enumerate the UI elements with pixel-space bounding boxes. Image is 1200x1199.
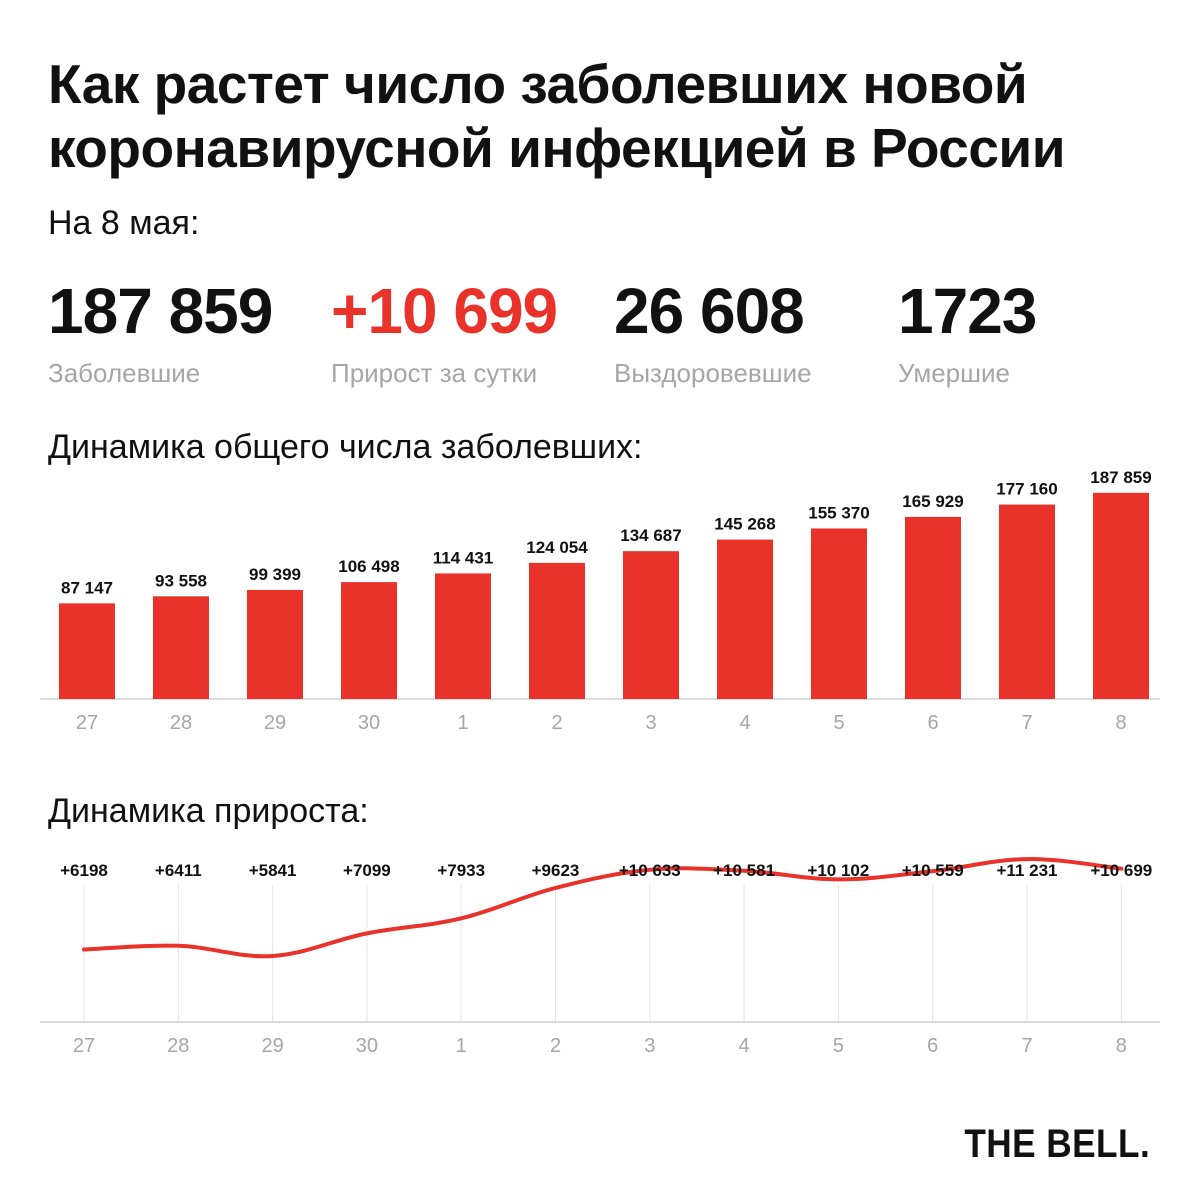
bar-value-label: 124 054 [526,538,588,557]
bar-chart-title: Динамика общего числа заболевших: [48,428,643,466]
point-value-label: +10 633 [619,861,681,880]
x-tick-label: 27 [73,1035,95,1057]
increase-line [82,857,1124,959]
bar-value-label: 155 370 [808,503,869,522]
stat-daily-increase-label: Прирост за сутки [331,358,538,388]
x-tick-label: 28 [167,1035,189,1057]
stat-daily-increase: +10 699 Прирост за сутки [331,275,558,388]
bar [529,562,585,699]
x-tick-label: 3 [645,712,656,734]
x-tick-label: 6 [927,1035,938,1057]
x-tick-label: 27 [76,712,98,734]
point-value-label: +6198 [60,861,108,880]
bar-value-label: 134 687 [620,526,681,545]
point-value-label: +10 581 [713,861,775,880]
x-tick-label: 1 [457,712,468,734]
point-value-label: +10 102 [807,861,869,880]
stat-cases-label: Заболевшие [48,358,201,388]
point-value-label: +7933 [437,861,485,880]
x-tick-label: 28 [170,712,192,734]
stat-deaths-label: Умершие [898,358,1010,388]
x-tick-label: 5 [833,712,844,734]
bar-value-label: 145 268 [714,515,775,534]
bar [999,504,1055,699]
bar-value-label: 87 147 [61,578,113,597]
point-value-label: +7099 [343,861,391,880]
bar [435,573,491,699]
stat-recovered-label: Выздоровевшие [614,358,812,388]
daily-increase-line-chart: +619827+641128+584129+709930+79331+96232… [40,857,1160,1057]
x-tick-label: 8 [1115,712,1126,734]
bar-value-label: 106 498 [338,557,399,576]
stat-cases-value: 187 859 [48,275,273,347]
stat-deaths: 1723 Умершие [898,275,1037,388]
bar [623,551,679,699]
bar [341,582,397,699]
bar-value-label: 114 431 [433,548,494,567]
point-value-label: +10 699 [1090,861,1152,880]
x-tick-label: 4 [739,1035,750,1057]
x-tick-label: 2 [551,712,562,734]
stat-recovered-value: 26 608 [614,275,805,347]
bar-value-label: 177 160 [996,480,1057,499]
x-tick-label: 8 [1116,1035,1127,1057]
x-tick-label: 7 [1021,712,1032,734]
x-tick-label: 6 [927,712,938,734]
point-value-label: +5841 [249,861,297,880]
bar-value-label: 99 399 [249,565,301,584]
x-tick-label: 30 [356,1035,378,1057]
bar [153,596,209,699]
x-tick-label: 5 [833,1035,844,1057]
stat-recovered: 26 608 Выздоровевшие [614,276,812,388]
x-tick-label: 1 [456,1035,467,1057]
stat-daily-increase-value: +10 699 [331,275,558,347]
stat-deaths-value: 1723 [898,275,1037,347]
stat-cases: 187 859 Заболевшие [48,275,273,388]
x-tick-label: 3 [644,1035,655,1057]
bar [1093,492,1149,699]
point-value-label: +10 559 [902,861,964,880]
bar [247,589,303,699]
x-tick-label: 2 [550,1035,561,1057]
point-value-label: +9623 [532,861,580,880]
bar [905,516,961,699]
bar-value-label: 93 558 [155,571,207,590]
x-tick-label: 30 [358,712,380,734]
line-chart-title: Динамика прироста: [48,792,369,830]
x-tick-label: 29 [261,1035,283,1057]
x-tick-label: 4 [739,712,750,734]
x-tick-label: 7 [1021,1035,1032,1057]
bar [717,539,773,699]
bar-value-label: 165 929 [902,492,963,511]
point-value-label: +11 231 [997,861,1058,880]
bar-value-label: 187 859 [1090,468,1151,487]
as-of-date: На 8 мая: [48,204,200,242]
chart-title: Как растет число заболевших новой корона… [48,53,1066,179]
the-bell-logo: THE BELL. [964,1122,1150,1166]
bar [811,528,867,699]
point-value-label: +6411 [155,861,202,880]
bar [59,603,115,699]
x-tick-label: 29 [264,712,286,734]
